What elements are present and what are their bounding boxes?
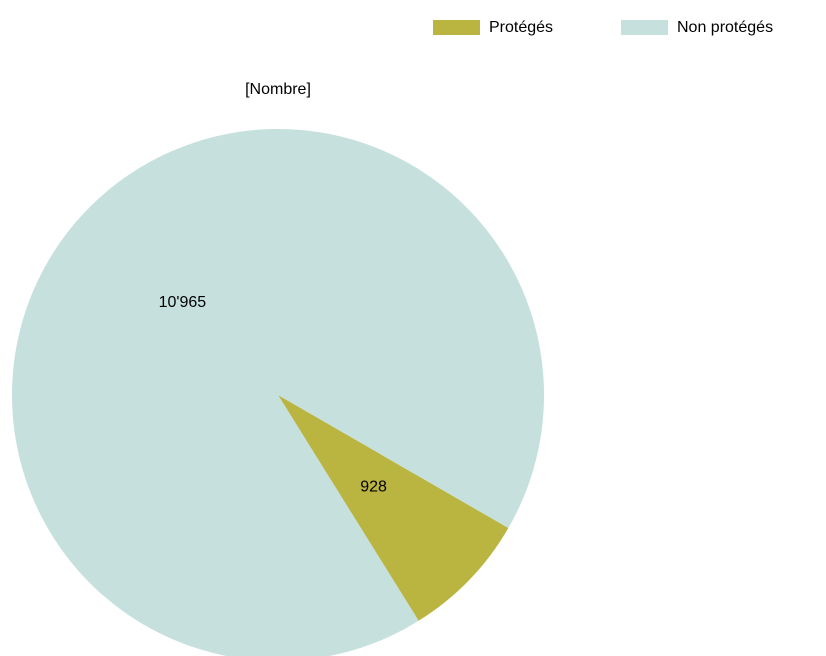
legend-swatch	[433, 20, 480, 35]
legend-label: Protégés	[489, 19, 553, 36]
legend-swatch	[621, 20, 668, 35]
slice-label: 928	[360, 479, 387, 496]
legend-label: Non protégés	[677, 19, 773, 36]
pie-slice	[278, 395, 509, 621]
chart-title: [Nombre]	[245, 81, 311, 98]
slice-label: 10'965	[159, 294, 207, 311]
pie-slice	[12, 129, 544, 656]
